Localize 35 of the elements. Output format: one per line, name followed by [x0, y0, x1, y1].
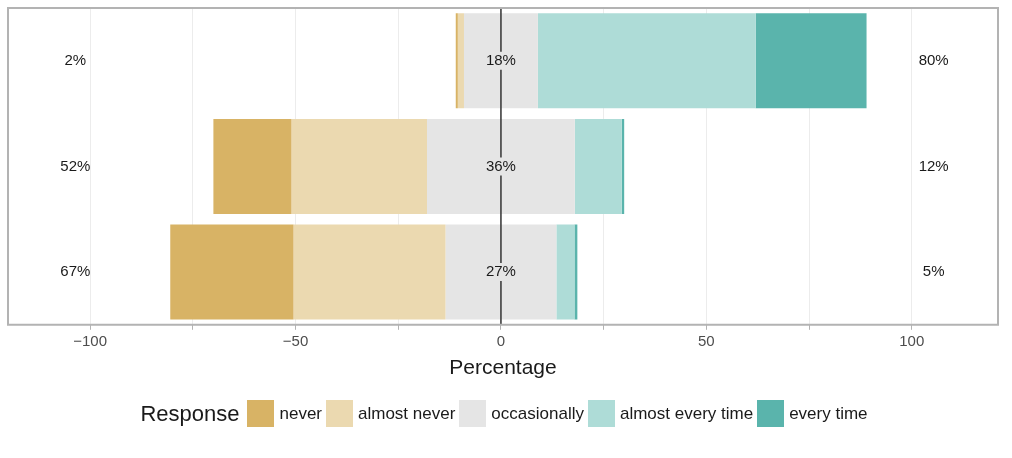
- legend-title: Response: [140, 400, 240, 427]
- bar: [574, 118, 622, 214]
- x-axis-title: Percentage: [449, 355, 557, 379]
- bar: [293, 224, 446, 320]
- bar: [291, 118, 427, 214]
- x-tick-label: 50: [698, 331, 715, 349]
- bar: [427, 118, 575, 214]
- bar: [755, 13, 867, 109]
- annotation: 80%: [918, 50, 949, 68]
- annotation: 52%: [60, 156, 91, 174]
- x-tick-label: −100: [73, 331, 108, 349]
- legend-label: almost every time: [619, 403, 754, 424]
- x-tick-label: 100: [899, 331, 925, 349]
- x-tick-label: −50: [282, 331, 309, 349]
- bar: [537, 13, 756, 109]
- annotation: 5%: [922, 262, 945, 280]
- bar: [556, 224, 575, 320]
- bar: [463, 13, 538, 109]
- bar: [445, 224, 557, 320]
- data-label: 27%: [485, 262, 516, 280]
- bar: [457, 13, 464, 109]
- annotation: 2%: [64, 50, 87, 68]
- bar: [455, 13, 458, 109]
- data-label: 36%: [485, 156, 516, 174]
- legend-label: almost never: [358, 403, 456, 424]
- x-tick-label: 0: [496, 331, 506, 349]
- legend-label: never: [279, 403, 323, 424]
- data-label: 18%: [485, 50, 516, 68]
- bar: [170, 224, 294, 320]
- legend-label: occasionally: [491, 403, 584, 424]
- bar: [574, 224, 578, 320]
- annotation: 67%: [60, 262, 91, 280]
- bar: [213, 118, 292, 214]
- annotation: 12%: [918, 156, 949, 174]
- legend-label: every time: [789, 403, 868, 424]
